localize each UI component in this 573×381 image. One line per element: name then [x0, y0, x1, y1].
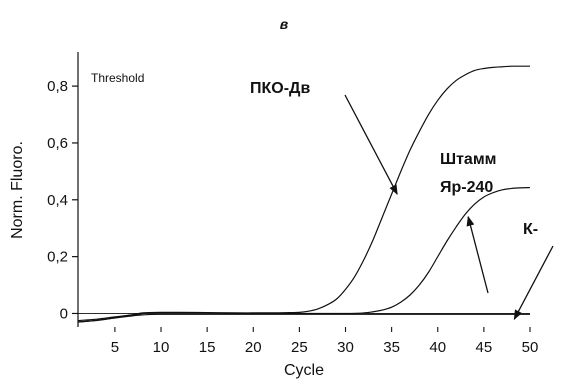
- x-tick-label: 10: [153, 339, 170, 356]
- y-tick-label: 0,2: [47, 249, 68, 266]
- x-tick-label: 45: [476, 339, 493, 356]
- x-tick-label: 35: [383, 339, 400, 356]
- panel-label: в: [280, 16, 289, 32]
- y-ticks: 0 0,2 0,4 0,6 0,8: [47, 78, 78, 322]
- annotation-arrow-pko: [344, 94, 398, 195]
- threshold-label: Threshold: [91, 71, 144, 85]
- series-line-1: [77, 186, 531, 323]
- x-tick-label: 20: [245, 339, 262, 356]
- x-tick-label: 40: [429, 339, 446, 356]
- annotation-label-strain: Штамм: [440, 151, 496, 168]
- x-tick-label: 15: [199, 339, 216, 356]
- y-axis-title: Norm. Fluoro.: [9, 141, 26, 239]
- series-lines: [77, 65, 531, 323]
- y-tick-label: 0,8: [47, 78, 68, 95]
- x-ticks: 5 10 15 20 25 30 35 40 45 50: [111, 327, 539, 356]
- annotation-label-strain: Яр-240: [440, 179, 493, 196]
- y-tick-label: 0: [60, 305, 68, 322]
- annotation-arrow-strain: [466, 215, 489, 294]
- y-tick-label: 0,4: [47, 192, 68, 209]
- y-tick-label: 0,6: [47, 135, 68, 152]
- annotation-arrow-kneg: [513, 245, 554, 321]
- series-line-2: [77, 313, 530, 323]
- x-tick-label: 25: [291, 339, 308, 356]
- x-tick-label: 50: [522, 339, 539, 356]
- annotation-label-kneg: К-: [523, 221, 538, 238]
- x-tick-label: 30: [337, 339, 354, 356]
- x-tick-label: 5: [111, 339, 119, 356]
- annotation-label-pko: ПКО-Дв: [250, 80, 310, 97]
- annotations: ПКО-Дв Штамм Яр-240 К-: [250, 80, 554, 321]
- x-axis-title: Cycle: [284, 362, 324, 379]
